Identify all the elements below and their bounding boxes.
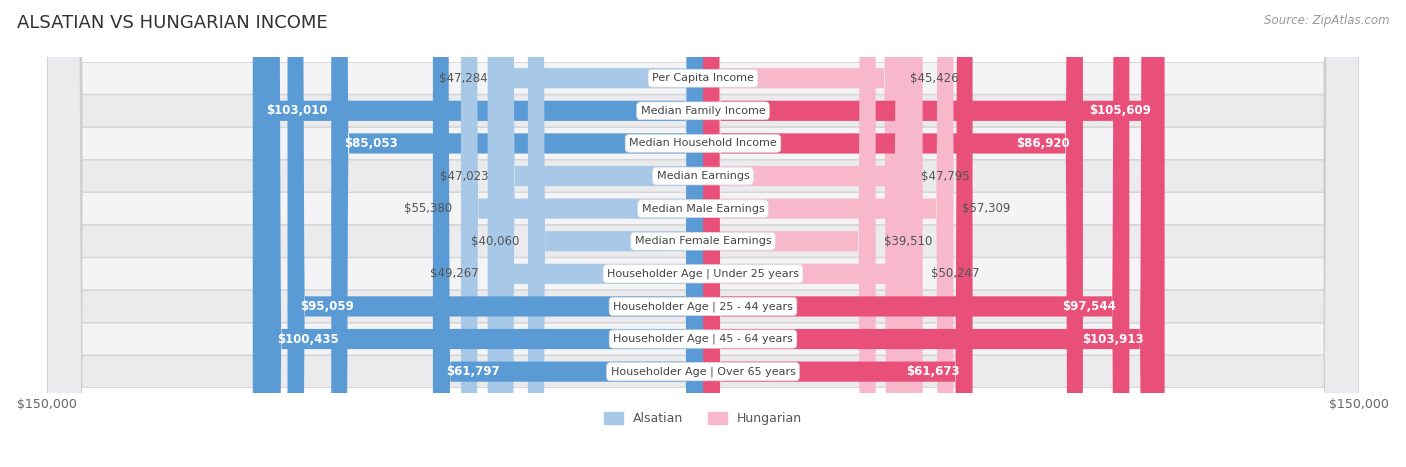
Text: $61,797: $61,797: [446, 365, 499, 378]
FancyBboxPatch shape: [264, 0, 703, 467]
FancyBboxPatch shape: [48, 0, 1358, 467]
Text: $39,510: $39,510: [884, 235, 932, 248]
Text: $49,267: $49,267: [430, 267, 479, 280]
FancyBboxPatch shape: [488, 0, 703, 467]
FancyBboxPatch shape: [48, 0, 1358, 467]
FancyBboxPatch shape: [703, 0, 922, 467]
Text: $103,010: $103,010: [266, 104, 328, 117]
Text: $50,247: $50,247: [931, 267, 980, 280]
Text: Median Family Income: Median Family Income: [641, 106, 765, 116]
FancyBboxPatch shape: [703, 0, 1083, 467]
FancyBboxPatch shape: [48, 0, 1358, 467]
Text: $40,060: $40,060: [471, 235, 519, 248]
FancyBboxPatch shape: [703, 0, 901, 467]
Text: Median Male Earnings: Median Male Earnings: [641, 204, 765, 213]
FancyBboxPatch shape: [703, 0, 1157, 467]
Text: Median Earnings: Median Earnings: [657, 171, 749, 181]
Text: $85,053: $85,053: [344, 137, 398, 150]
Text: Householder Age | Over 65 years: Householder Age | Over 65 years: [610, 367, 796, 377]
Text: $105,609: $105,609: [1090, 104, 1152, 117]
Text: Per Capita Income: Per Capita Income: [652, 73, 754, 83]
Text: ALSATIAN VS HUNGARIAN INCOME: ALSATIAN VS HUNGARIAN INCOME: [17, 14, 328, 32]
Legend: Alsatian, Hungarian: Alsatian, Hungarian: [599, 407, 807, 430]
FancyBboxPatch shape: [48, 0, 1358, 467]
Text: $100,435: $100,435: [277, 333, 339, 346]
FancyBboxPatch shape: [461, 0, 703, 467]
FancyBboxPatch shape: [48, 0, 1358, 467]
FancyBboxPatch shape: [48, 0, 1358, 467]
FancyBboxPatch shape: [703, 0, 953, 467]
FancyBboxPatch shape: [527, 0, 703, 467]
FancyBboxPatch shape: [496, 0, 703, 467]
FancyBboxPatch shape: [332, 0, 703, 467]
FancyBboxPatch shape: [703, 0, 1129, 467]
FancyBboxPatch shape: [48, 0, 1358, 467]
Text: Householder Age | 45 - 64 years: Householder Age | 45 - 64 years: [613, 334, 793, 344]
Text: Source: ZipAtlas.com: Source: ZipAtlas.com: [1264, 14, 1389, 27]
FancyBboxPatch shape: [703, 0, 1164, 467]
FancyBboxPatch shape: [48, 0, 1358, 467]
FancyBboxPatch shape: [433, 0, 703, 467]
Text: $95,059: $95,059: [301, 300, 354, 313]
FancyBboxPatch shape: [48, 0, 1358, 467]
FancyBboxPatch shape: [253, 0, 703, 467]
Text: $57,309: $57,309: [962, 202, 1011, 215]
Text: $47,023: $47,023: [440, 170, 489, 183]
Text: $55,380: $55,380: [404, 202, 453, 215]
FancyBboxPatch shape: [703, 0, 912, 467]
Text: $47,284: $47,284: [439, 72, 488, 85]
Text: Median Household Income: Median Household Income: [628, 138, 778, 149]
Text: $86,920: $86,920: [1017, 137, 1070, 150]
Text: Householder Age | 25 - 44 years: Householder Age | 25 - 44 years: [613, 301, 793, 311]
FancyBboxPatch shape: [703, 0, 973, 467]
FancyBboxPatch shape: [498, 0, 703, 467]
Text: $97,544: $97,544: [1063, 300, 1116, 313]
Text: $45,426: $45,426: [910, 72, 959, 85]
Text: Householder Age | Under 25 years: Householder Age | Under 25 years: [607, 269, 799, 279]
Text: $61,673: $61,673: [905, 365, 959, 378]
FancyBboxPatch shape: [287, 0, 703, 467]
Text: $47,795: $47,795: [921, 170, 969, 183]
FancyBboxPatch shape: [48, 0, 1358, 467]
Text: Median Female Earnings: Median Female Earnings: [634, 236, 772, 246]
Text: $103,913: $103,913: [1083, 333, 1144, 346]
FancyBboxPatch shape: [703, 0, 876, 467]
